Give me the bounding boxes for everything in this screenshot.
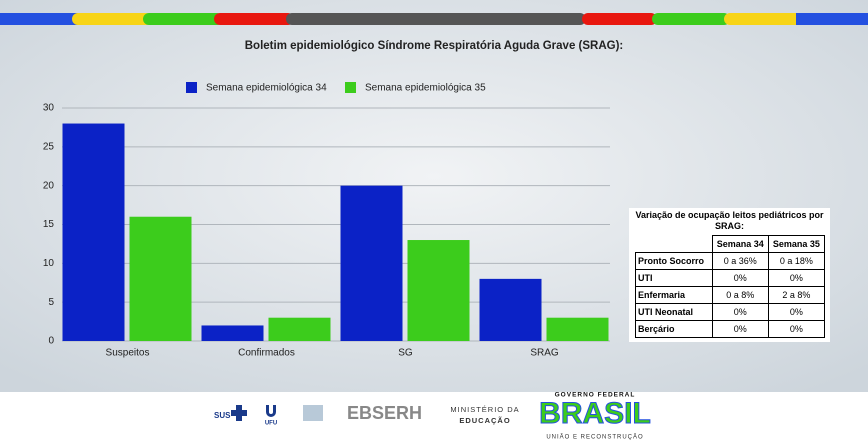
bar: [62, 123, 125, 342]
chart-title: Boletim epidemiológico Síndrome Respirat…: [245, 40, 624, 52]
table-row: Berçário 0% 0%: [635, 320, 826, 338]
hospital-logo: [303, 405, 323, 421]
table-cell: 0 a 8%: [711, 286, 769, 304]
bar: [407, 240, 470, 341]
bar: [479, 278, 542, 341]
occupancy-table: Variação de ocupação leitos pediátricos …: [629, 208, 830, 342]
table-row: Enfermaria 0 a 8% 2 a 8%: [635, 286, 826, 304]
table-row: Semana 34 Semana 35: [636, 235, 826, 253]
ministry-line: MINISTÉRIO DA: [450, 405, 519, 414]
ministry-line: EDUCAÇÃO: [459, 416, 510, 425]
y-tick-label: 0: [48, 336, 54, 347]
table-cell: Semana 34: [711, 235, 769, 253]
table-row: UTI 0% 0%: [635, 269, 826, 287]
table-cell: UTI: [635, 269, 713, 287]
bar: [268, 317, 331, 341]
table-cell: 0%: [711, 303, 769, 321]
table-cell: 2 a 8%: [767, 286, 826, 304]
y-tick-label: 15: [43, 219, 55, 230]
legend-label: Semana epidemiológica 34: [206, 83, 327, 94]
footer-background: [0, 392, 868, 443]
table-title: Variação de ocupação leitos pediátricos …: [635, 210, 824, 231]
ufu-logo: UFU: [265, 421, 277, 427]
y-tick-label: 30: [43, 103, 55, 114]
y-tick-label: 20: [43, 180, 55, 191]
table-cell: UTI Neonatal: [635, 303, 713, 321]
table-cell: 0 a 36%: [711, 252, 769, 270]
bar: [201, 325, 264, 341]
table-cell: 0%: [767, 269, 826, 287]
bar: [546, 317, 609, 341]
ufu-mark: [266, 405, 276, 417]
ebserh-logo: EBSERH: [347, 403, 422, 423]
legend-swatch: [186, 82, 197, 93]
x-tick-label: SRAG: [530, 348, 559, 359]
brasil-logo: BRASIL: [539, 397, 651, 430]
table-row: UTI Neonatal 0% 0%: [635, 303, 826, 321]
x-tick-label: SG: [398, 348, 413, 359]
table-cell: Pronto Socorro: [635, 252, 713, 270]
top-stripe: [0, 13, 868, 25]
motto: UNIÃO E RECONSTRUÇÃO: [546, 434, 643, 441]
table-cell: Enfermaria: [635, 286, 713, 304]
table-cell: Semana 35: [767, 235, 826, 253]
table-cell: 0%: [711, 269, 769, 287]
bar: [340, 185, 403, 341]
table-cell: Berçário: [635, 320, 713, 338]
x-tick-label: Suspeitos: [106, 348, 150, 359]
bar: [129, 216, 192, 341]
y-tick-label: 5: [48, 297, 54, 308]
table-cell: 0%: [767, 303, 826, 321]
table-cell: 0 a 18%: [767, 252, 826, 270]
government-label: GOVERNO FEDERAL: [555, 392, 636, 399]
table-row: Pronto Socorro 0 a 36% 0 a 18%: [635, 252, 826, 270]
legend-swatch: [345, 82, 356, 93]
legend-label: Semana epidemiológica 35: [365, 83, 486, 94]
x-tick-label: Confirmados: [238, 348, 295, 359]
y-tick-label: 10: [43, 258, 55, 269]
table: Semana 34 Semana 35 Pronto Socorro 0 a 36% 0…: [635, 235, 826, 338]
table-cell: 0%: [767, 320, 826, 338]
y-tick-label: 25: [43, 141, 55, 152]
table-cell: [636, 236, 713, 253]
sus-logo: SUS: [214, 411, 231, 420]
sus-cross: [231, 405, 247, 421]
table-cell: 0%: [711, 320, 769, 338]
